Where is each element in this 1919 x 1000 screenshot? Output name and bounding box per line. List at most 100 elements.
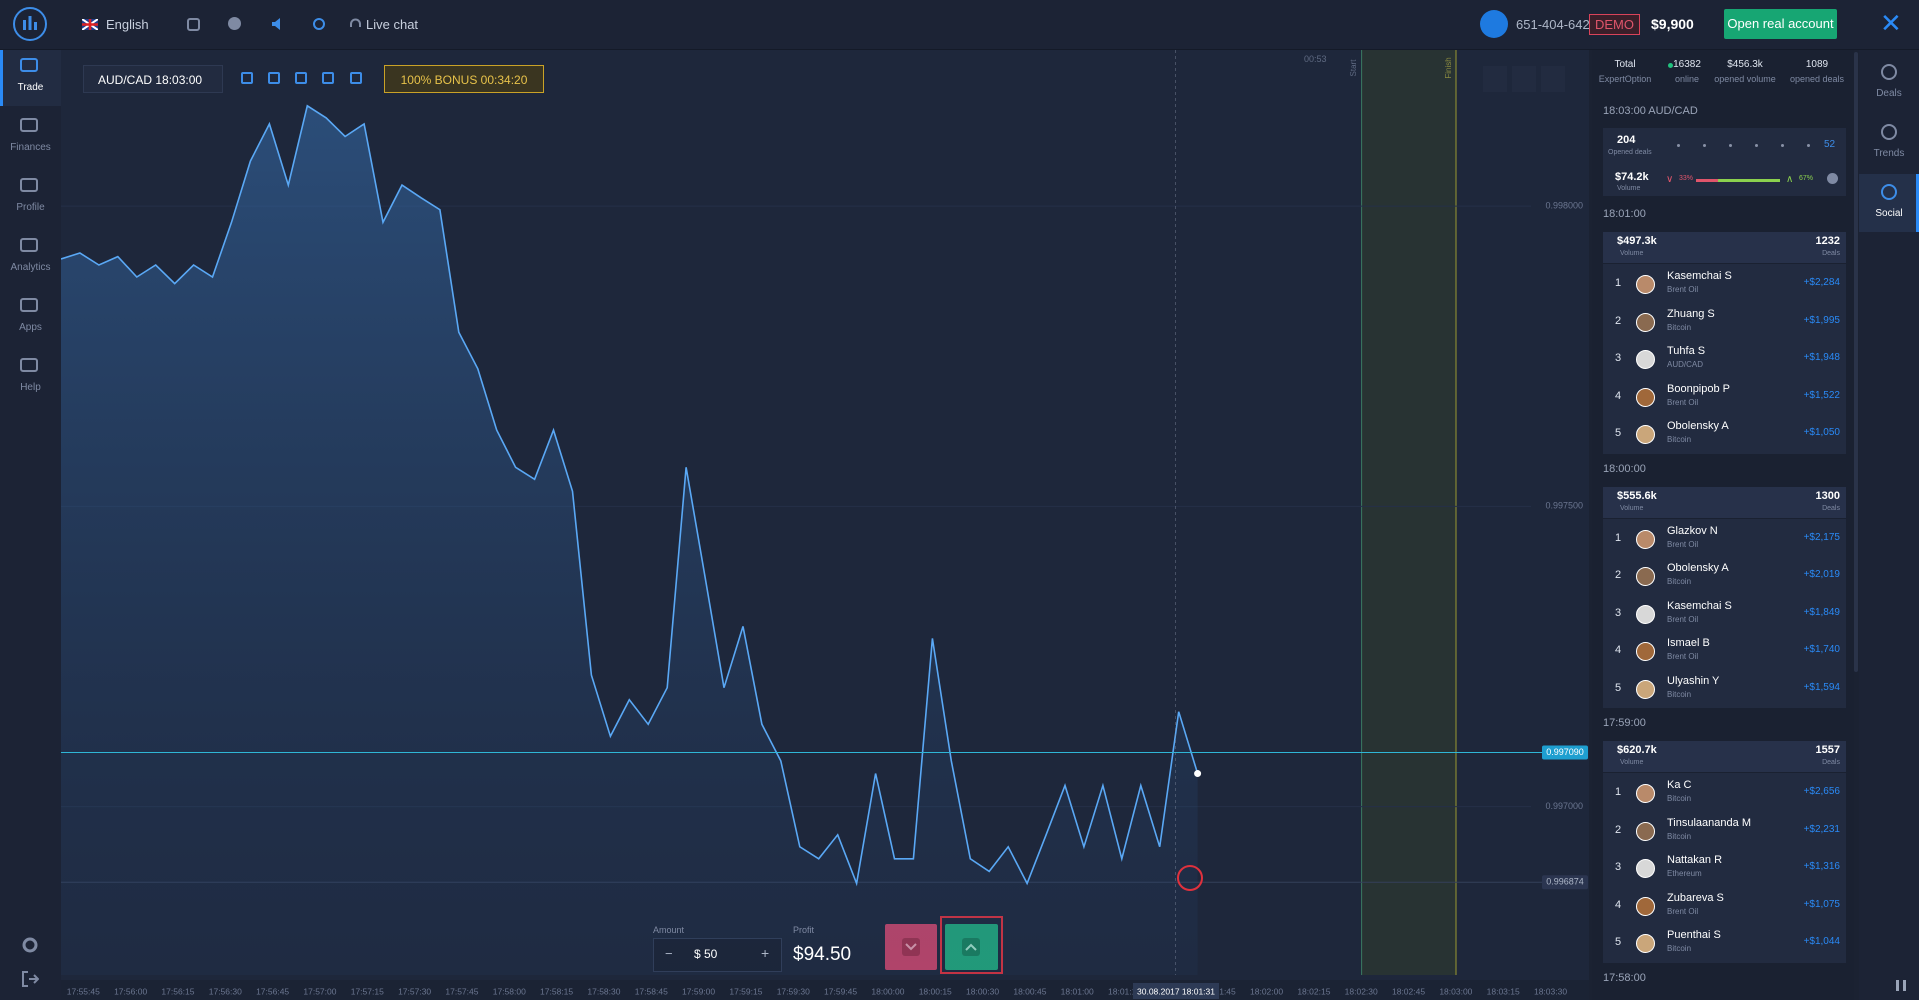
- x-tick-label: 18:03:30: [1534, 986, 1567, 996]
- right-nav-label[interactable]: Social: [1875, 208, 1903, 219]
- pause-icon[interactable]: [1896, 980, 1906, 991]
- nav-label[interactable]: Finances: [10, 142, 51, 153]
- language[interactable]: English: [106, 17, 149, 32]
- watchers-count: 52: [1824, 139, 1836, 150]
- leader-avatar[interactable]: [1636, 387, 1655, 407]
- nav-icon[interactable]: [20, 358, 38, 372]
- leader-avatar[interactable]: [1636, 350, 1655, 369]
- leader-name[interactable]: Ismael B: [1667, 637, 1710, 650]
- stat-label: ExpertOption: [1598, 74, 1652, 84]
- zoom-button[interactable]: [1512, 66, 1536, 92]
- nav-icon[interactable]: [20, 178, 38, 192]
- fullscreen-icon[interactable]: [187, 18, 200, 31]
- leader-avatar[interactable]: [1636, 604, 1655, 624]
- tool-icon[interactable]: [241, 72, 253, 84]
- nav-label[interactable]: Trade: [17, 82, 44, 93]
- x-tick-label: 17:56:00: [114, 986, 147, 996]
- nav-label[interactable]: Help: [20, 382, 41, 393]
- leader-avatar[interactable]: [1636, 312, 1655, 332]
- right-nav-label[interactable]: Trends: [1873, 148, 1905, 159]
- zoom-button[interactable]: [1483, 66, 1507, 92]
- leader-profit: +$2,019: [1803, 569, 1840, 581]
- x-tick-label: 17:59:45: [824, 986, 857, 996]
- cursor-target: [1177, 865, 1203, 891]
- open-account-button[interactable]: Open real account: [1724, 9, 1837, 39]
- leader-avatar[interactable]: [1636, 934, 1655, 954]
- right-nav-icon[interactable]: [1881, 124, 1897, 140]
- leader-name[interactable]: Ulyashin Y: [1667, 674, 1720, 687]
- close-icon[interactable]: ✕: [1880, 8, 1902, 38]
- info-icon[interactable]: [1827, 173, 1838, 184]
- leader-avatar[interactable]: [1636, 821, 1655, 841]
- x-tick-label: 18:01:15: [1108, 986, 1141, 996]
- x-tick-label: 18:03:15: [1487, 986, 1520, 996]
- amount-minus[interactable]: −: [665, 946, 673, 961]
- leader-name[interactable]: Kasemchai S: [1667, 270, 1732, 282]
- nav-label[interactable]: Apps: [19, 322, 42, 333]
- leader-name[interactable]: Zhuang S: [1667, 307, 1715, 320]
- logout-icon[interactable]: [21, 970, 39, 988]
- x-tick-label: 17:57:45: [445, 986, 478, 996]
- nav-label[interactable]: Profile: [16, 202, 45, 213]
- leader-avatar[interactable]: [1636, 896, 1655, 916]
- leader-name[interactable]: Tuhfa S: [1667, 345, 1706, 357]
- nav-icon[interactable]: [20, 238, 38, 252]
- tool-icon[interactable]: [295, 72, 307, 84]
- tool-icon[interactable]: [350, 72, 362, 84]
- leader-asset: Bitcoin: [1667, 944, 1692, 954]
- right-nav-icon[interactable]: [1881, 184, 1897, 200]
- sound-icon[interactable]: [271, 17, 285, 31]
- amount-value[interactable]: $ 50: [694, 947, 718, 961]
- zoom-button[interactable]: [1541, 66, 1565, 92]
- x-tick-label: 18:02:00: [1250, 986, 1283, 996]
- leader-profit: +$1,050: [1803, 427, 1840, 438]
- leader-avatar[interactable]: [1636, 784, 1655, 804]
- sentiment-up: [1718, 179, 1780, 182]
- deal-dot: [1755, 144, 1758, 147]
- avatar[interactable]: [1480, 10, 1508, 38]
- amount-plus[interactable]: +: [761, 945, 770, 961]
- leader-avatar[interactable]: [1636, 679, 1655, 699]
- leader-asset: Bitcoin: [1667, 689, 1692, 699]
- leader-name[interactable]: Nattakan R: [1667, 854, 1723, 867]
- leader-name[interactable]: Ka C: [1667, 779, 1692, 792]
- leader-name[interactable]: Obolensky A: [1667, 562, 1729, 575]
- target-icon[interactable]: [312, 17, 326, 31]
- leader-name[interactable]: Boonpipob P: [1667, 382, 1730, 395]
- leader-avatar[interactable]: [1636, 859, 1655, 879]
- nav-icon[interactable]: [20, 118, 38, 132]
- leader-avatar[interactable]: [1636, 529, 1655, 549]
- logo[interactable]: [12, 6, 48, 42]
- left-sidebar: [0, 50, 61, 1000]
- help-icon[interactable]: [228, 17, 241, 30]
- leader-asset: Brent Oil: [1667, 285, 1699, 294]
- bonus-badge[interactable]: 100% BONUS 00:34:20: [384, 65, 544, 93]
- leader-name[interactable]: Glazkov N: [1667, 524, 1718, 537]
- leader-avatar[interactable]: [1636, 567, 1655, 587]
- tool-icon[interactable]: [268, 72, 280, 84]
- price-area: [61, 105, 1198, 976]
- tool-icon[interactable]: [322, 72, 334, 84]
- leader-name[interactable]: Tinsulaananda M: [1667, 816, 1751, 829]
- current-price-box: [1542, 745, 1588, 760]
- right-nav-label[interactable]: Deals: [1876, 88, 1902, 99]
- leader-asset: Brent Oil: [1667, 539, 1699, 549]
- leader-avatar[interactable]: [1636, 642, 1655, 662]
- headset-icon[interactable]: [349, 18, 362, 31]
- leader-name[interactable]: Zubareva S: [1667, 891, 1724, 904]
- leader-avatar[interactable]: [1636, 275, 1655, 294]
- leader-name[interactable]: Kasemchai S: [1667, 599, 1732, 612]
- asset-selector[interactable]: AUD/CAD 18:03:00: [83, 65, 223, 93]
- leader-name[interactable]: Puenthai S: [1667, 929, 1721, 942]
- leader-avatar[interactable]: [1636, 425, 1655, 444]
- leader-name[interactable]: Obolensky A: [1667, 420, 1729, 432]
- nav-icon[interactable]: [20, 298, 38, 312]
- live-chat[interactable]: Live chat: [366, 17, 419, 32]
- x-tick-label: 17:58:30: [587, 986, 620, 996]
- right-nav-icon[interactable]: [1881, 64, 1897, 80]
- settings-icon[interactable]: [21, 936, 39, 954]
- leader-rank: 2: [1615, 569, 1622, 582]
- nav-label[interactable]: Analytics: [10, 262, 51, 273]
- nav-icon[interactable]: [20, 58, 38, 72]
- online-dot: [1668, 63, 1673, 68]
